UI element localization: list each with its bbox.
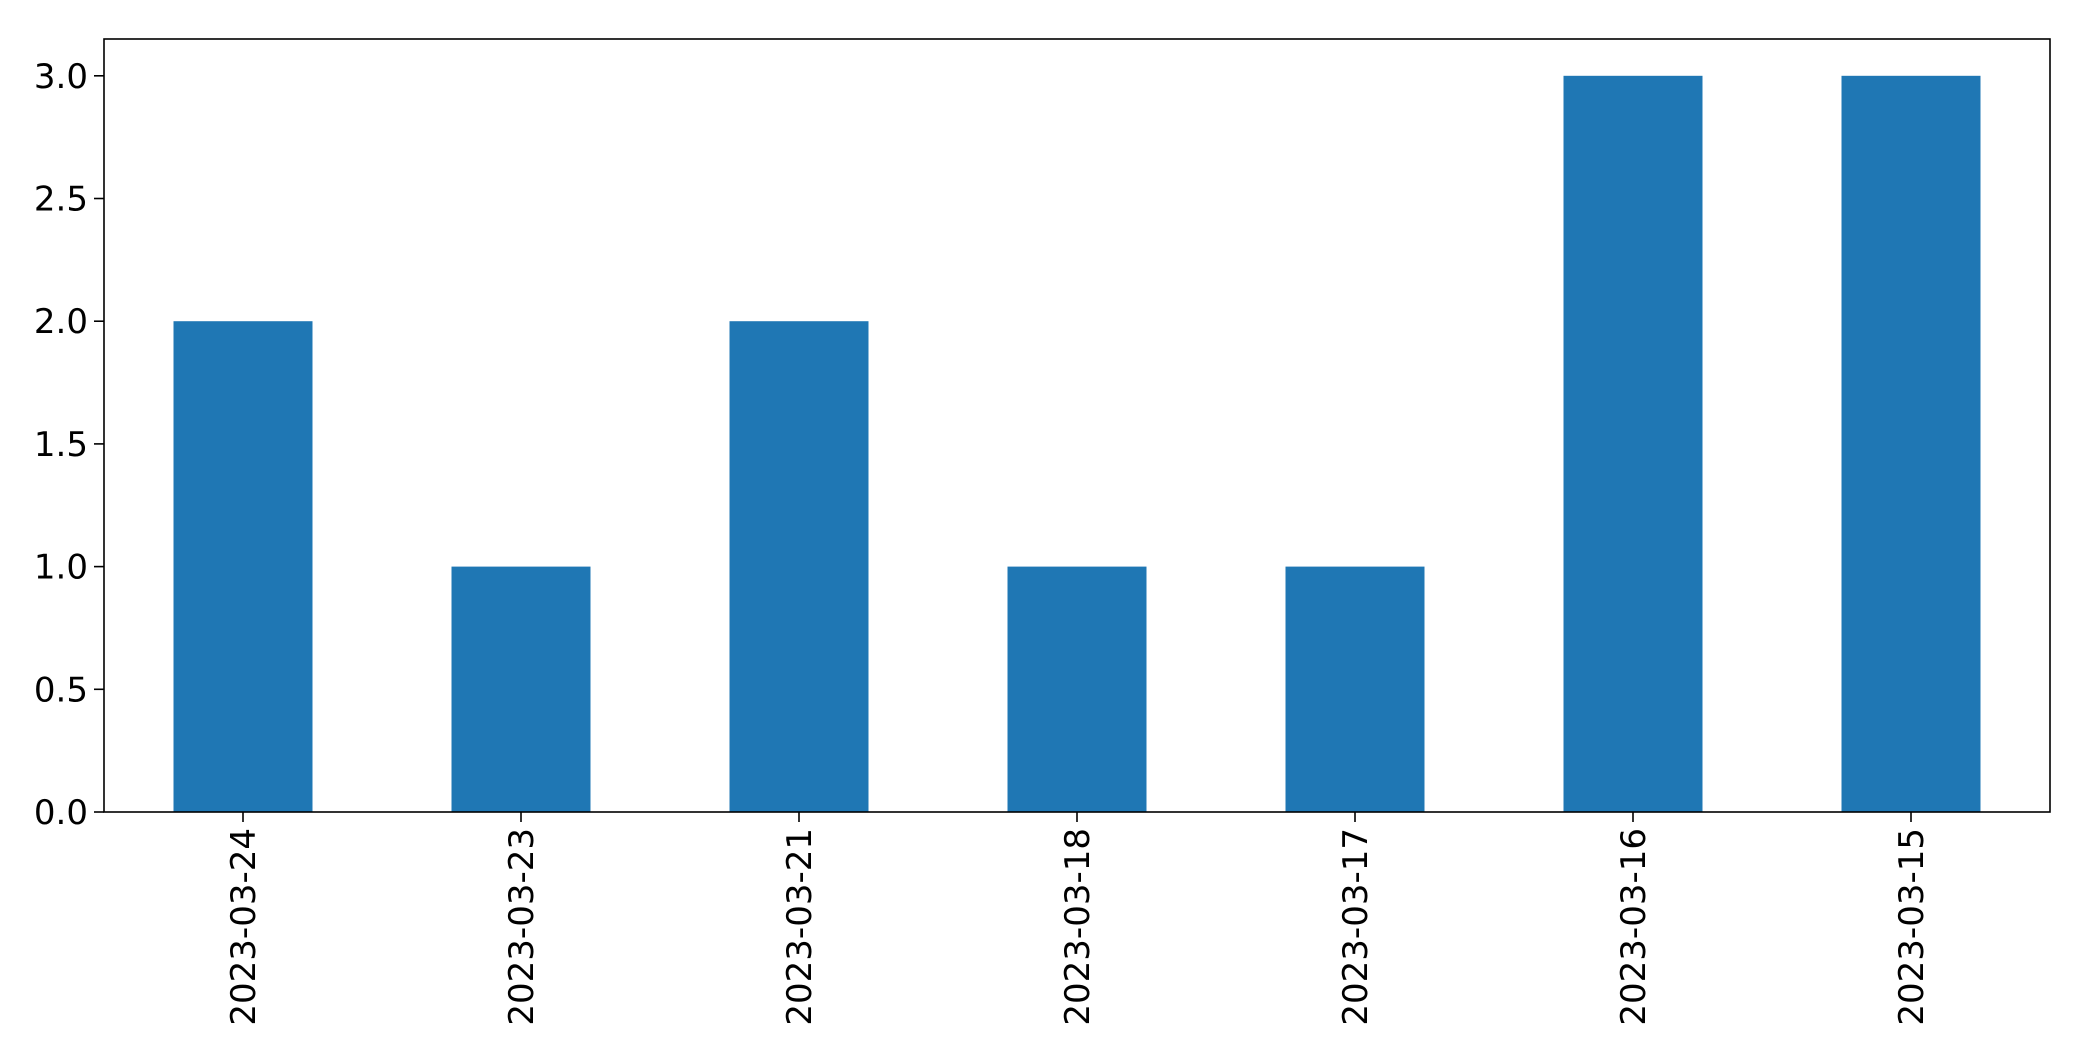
bar-2023-03-21: [729, 321, 869, 812]
y-tick-label: 2.0: [34, 302, 88, 342]
x-tick-label: 2023-03-16: [1614, 828, 1654, 1026]
x-tick-label: 2023-03-24: [224, 828, 264, 1026]
plot-frame: [103, 38, 2051, 813]
bar-2023-03-23: [451, 566, 591, 812]
x-tick-label: 2023-03-21: [780, 828, 820, 1026]
bar-2023-03-24: [173, 321, 313, 812]
y-tick-label: 0.0: [34, 793, 88, 833]
y-tick-label: 3.0: [34, 57, 88, 97]
bar-2023-03-18: [1007, 566, 1147, 812]
x-tick-label: 2023-03-17: [1336, 828, 1376, 1026]
bar-2023-03-15: [1841, 75, 1981, 813]
y-tick-label: 2.5: [34, 180, 88, 220]
bars-group: [173, 75, 1981, 813]
y-tick-label: 0.5: [34, 670, 88, 710]
y-axis: 0.0 0.5 1.0 1.5 2.0 2.5 3.0: [34, 57, 104, 833]
bar-2023-03-16: [1563, 75, 1703, 813]
y-tick-label: 1.0: [34, 548, 88, 588]
x-tick-label: 2023-03-18: [1058, 828, 1098, 1026]
x-tick-label: 2023-03-23: [502, 828, 542, 1026]
x-tick-label: 2023-03-15: [1892, 828, 1932, 1026]
bar-2023-03-17: [1285, 566, 1425, 812]
y-tick-label: 1.5: [34, 425, 88, 465]
x-axis: 2023-03-24 2023-03-23 2023-03-21 2023-03-18…: [224, 812, 1932, 1026]
